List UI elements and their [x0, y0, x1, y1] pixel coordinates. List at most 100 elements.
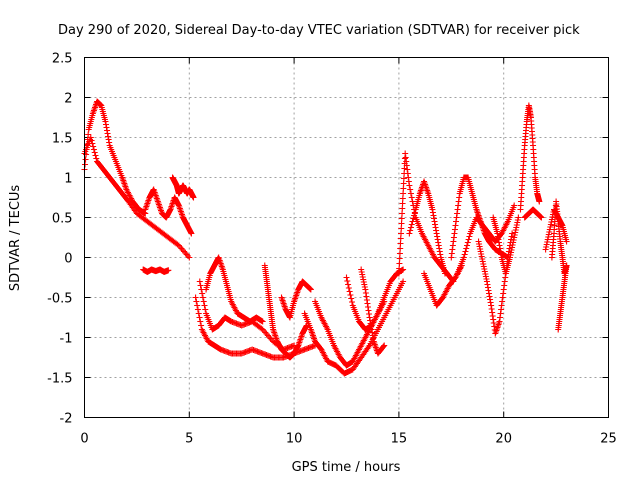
data-point — [92, 152, 99, 159]
data-point — [465, 236, 472, 243]
data-point — [348, 295, 355, 302]
y-tick-label: 0 — [64, 252, 72, 267]
data-point — [515, 214, 522, 221]
data-point — [196, 314, 203, 321]
data-point — [199, 294, 206, 301]
y-tick-label: 2 — [64, 92, 72, 107]
data-point — [380, 343, 387, 350]
series-s4 — [169, 174, 197, 201]
data-point — [466, 233, 473, 240]
y-axis-label: SDTVAR / TECUs — [8, 185, 23, 292]
data-point — [195, 310, 202, 317]
series-s21 — [490, 214, 522, 277]
series-s2 — [81, 98, 149, 217]
data-point — [259, 318, 266, 325]
data-point — [463, 245, 470, 252]
data-point — [538, 214, 545, 221]
data-point — [408, 221, 415, 228]
data-point — [165, 267, 172, 274]
data-point — [407, 186, 414, 193]
y-tick-label: -0.5 — [47, 292, 72, 307]
data-point — [407, 224, 414, 231]
x-tick-labels: 0 5 10 15 20 25 — [80, 432, 616, 447]
data-point — [343, 274, 350, 281]
data-point — [89, 140, 96, 147]
data-point — [536, 198, 543, 205]
data-point — [406, 182, 413, 189]
x-axis-label: GPS time / hours — [292, 460, 401, 475]
y-tick-label: 2.5 — [52, 52, 73, 67]
data-point — [91, 149, 98, 156]
y-tick-label: -2 — [60, 412, 73, 427]
data-point — [464, 239, 471, 246]
data-point — [407, 227, 414, 234]
series-s3 — [142, 186, 195, 237]
data-point — [409, 218, 416, 225]
data-point — [406, 230, 413, 237]
y-tick-label: 0.5 — [52, 212, 73, 227]
chart-title: Day 290 of 2020, Sidereal Day-to-day VTE… — [58, 23, 580, 38]
data-point — [307, 286, 314, 293]
grid — [84, 57, 609, 418]
data-point — [196, 278, 203, 285]
data-point — [381, 342, 388, 349]
series-s22 — [517, 102, 543, 213]
data-point — [200, 298, 207, 305]
data-point — [197, 318, 204, 325]
x-tick-label: 15 — [391, 432, 408, 447]
series-s19 — [454, 202, 518, 277]
data-point — [346, 288, 353, 295]
series-s9 — [261, 262, 310, 361]
data-point — [193, 298, 200, 305]
data-point — [88, 137, 95, 144]
x-tick-label: 10 — [286, 432, 303, 447]
data-point — [347, 292, 354, 298]
data-point — [511, 202, 518, 209]
series-s5 — [140, 266, 172, 275]
data-point — [461, 251, 468, 258]
data-point — [188, 230, 195, 237]
x-tick-label: 5 — [185, 432, 193, 447]
series-s1 — [81, 134, 193, 261]
data-point — [186, 254, 193, 261]
x-tick-label: 20 — [495, 432, 512, 447]
data-point — [400, 278, 407, 285]
data-point — [411, 212, 418, 219]
x-tick-label: 25 — [600, 432, 617, 447]
data-point — [407, 190, 414, 197]
data-point — [563, 238, 570, 245]
data-point — [460, 254, 467, 261]
y-tick-label: -1.5 — [47, 372, 72, 387]
data-marks — [81, 98, 570, 377]
data-point — [410, 215, 417, 222]
data-point — [199, 290, 206, 297]
data-point — [90, 143, 97, 150]
data-point — [194, 302, 201, 309]
series-s14 — [358, 266, 388, 357]
data-point — [201, 302, 208, 309]
data-point — [563, 262, 570, 269]
data-point — [344, 278, 351, 284]
y-tick-label: 1.5 — [52, 132, 73, 147]
data-point — [349, 299, 356, 305]
data-point — [408, 194, 415, 201]
data-point — [462, 248, 469, 255]
data-point — [87, 134, 94, 141]
data-point — [198, 322, 205, 329]
series-s16 — [406, 178, 449, 277]
data-point — [409, 198, 416, 205]
data-point — [464, 242, 471, 249]
series-s10 — [278, 278, 314, 321]
data-point — [90, 146, 97, 153]
data-point — [345, 281, 352, 288]
y-tick-label: 1 — [64, 172, 72, 187]
x-tick-label: 0 — [80, 432, 88, 447]
data-point — [192, 294, 199, 301]
series-s23 — [521, 206, 545, 221]
data-point — [190, 194, 197, 201]
data-point — [93, 155, 100, 162]
data-point — [197, 282, 204, 289]
data-point — [194, 306, 201, 313]
